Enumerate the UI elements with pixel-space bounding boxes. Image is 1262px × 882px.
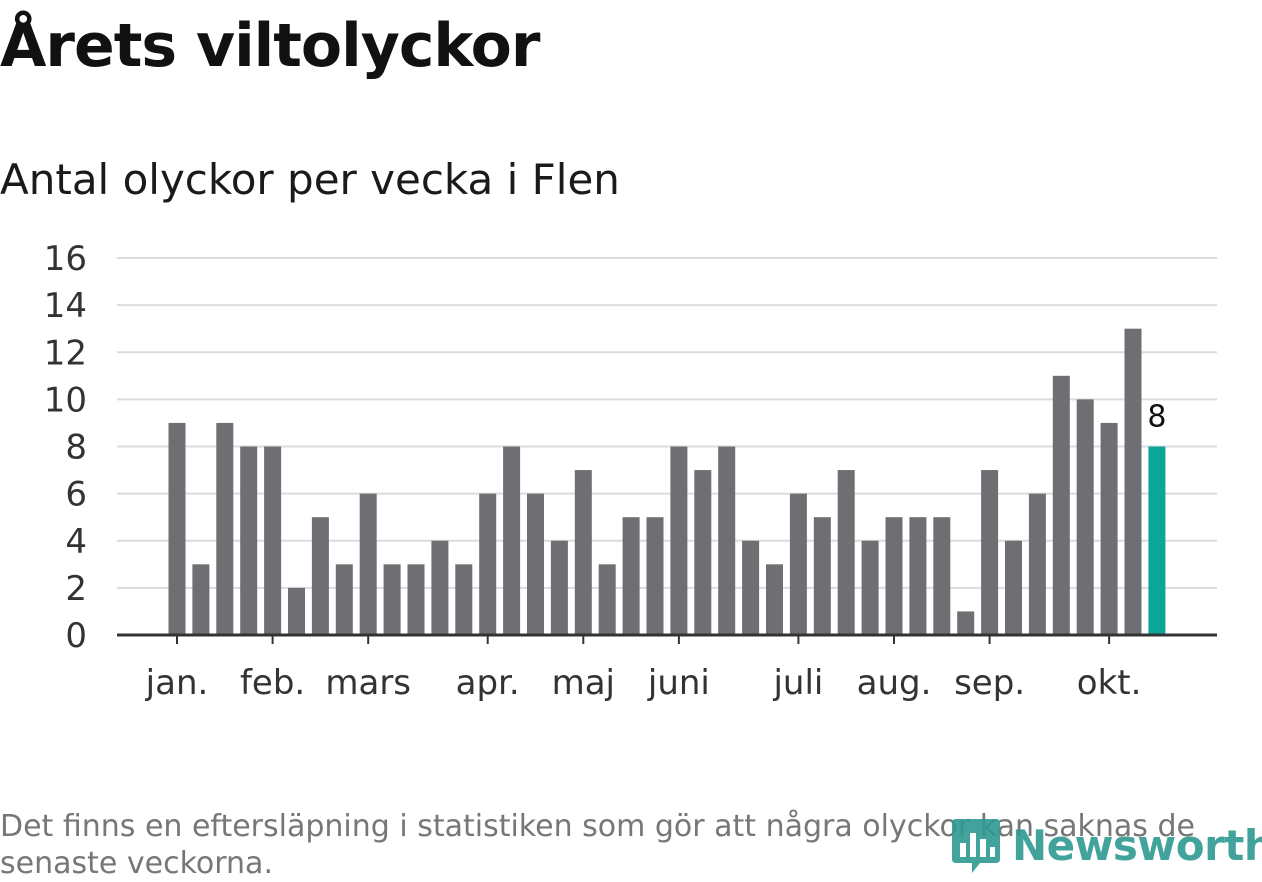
x-tick-label: juni [647, 663, 710, 703]
bar [1005, 540, 1022, 635]
bar [646, 517, 664, 635]
bar [885, 517, 903, 635]
y-tick-label: 14 [44, 286, 87, 326]
bar [335, 564, 353, 635]
bar [1076, 399, 1094, 635]
bar [981, 470, 999, 635]
bars: 8 [168, 328, 1166, 635]
y-tick-label: 16 [44, 239, 87, 279]
data-label: 8 [1147, 400, 1166, 435]
bar [861, 540, 879, 635]
bar [813, 517, 831, 635]
x-tick-label: feb. [240, 663, 305, 703]
newsworthy-logo-text: Newsworthy [1012, 821, 1262, 870]
gridlines [117, 257, 1217, 589]
bar [933, 517, 951, 635]
bar [789, 493, 807, 635]
bar [670, 446, 688, 635]
bar [837, 470, 855, 635]
x-tick-label: okt. [1077, 663, 1142, 703]
bar [479, 493, 497, 635]
bar [1028, 493, 1046, 635]
x-tick-label: mars [325, 663, 411, 703]
bar [1052, 375, 1070, 635]
newsworthy-logo: Newsworthy [950, 812, 1262, 879]
bar [383, 564, 401, 635]
chart-title: Årets viltolyckor [0, 11, 540, 81]
y-tick-label: 0 [65, 616, 87, 656]
y-tick-label: 2 [65, 569, 87, 609]
bar [574, 470, 592, 635]
y-tick-label: 4 [65, 522, 87, 562]
bar [766, 564, 783, 635]
bar [957, 611, 975, 635]
newsworthy-logo-icon [952, 818, 1000, 873]
bar [909, 517, 927, 635]
bar [1100, 422, 1118, 635]
bar [359, 493, 377, 635]
x-tick-label: sep. [954, 663, 1025, 703]
chart-subtitle: Antal olyckor per vecka i Flen [0, 155, 620, 204]
bar [527, 493, 544, 635]
y-tick-label: 12 [44, 333, 87, 373]
x-axis: jan. feb. mars apr. maj juni juli aug. sep. okt. [117, 633, 1217, 703]
bar [503, 446, 521, 635]
bar [550, 540, 568, 635]
highlighted-bar [1148, 446, 1166, 635]
bar [622, 517, 640, 635]
bar [264, 446, 282, 635]
x-tick-label: apr. [456, 663, 520, 703]
bar [718, 446, 736, 635]
y-tick-label: 10 [44, 380, 87, 420]
bar [311, 517, 329, 635]
bar [694, 470, 712, 635]
x-tick-label: juli [772, 663, 823, 703]
bar [455, 564, 473, 635]
bar [431, 540, 449, 635]
x-tick-label: aug. [857, 663, 932, 703]
bar [598, 564, 616, 635]
bar [1124, 328, 1142, 635]
bar [288, 587, 305, 635]
bar [168, 422, 186, 635]
x-tick-label: maj [552, 663, 615, 703]
bar [742, 540, 760, 635]
bar [216, 422, 234, 635]
y-tick-label: 6 [65, 475, 87, 515]
y-axis: 0 2 4 6 8 10 12 14 16 [44, 239, 87, 656]
y-tick-label: 8 [65, 428, 87, 468]
bar [240, 446, 258, 635]
bar [192, 564, 210, 635]
x-tick-label: jan. [145, 663, 209, 703]
bar [407, 564, 425, 635]
